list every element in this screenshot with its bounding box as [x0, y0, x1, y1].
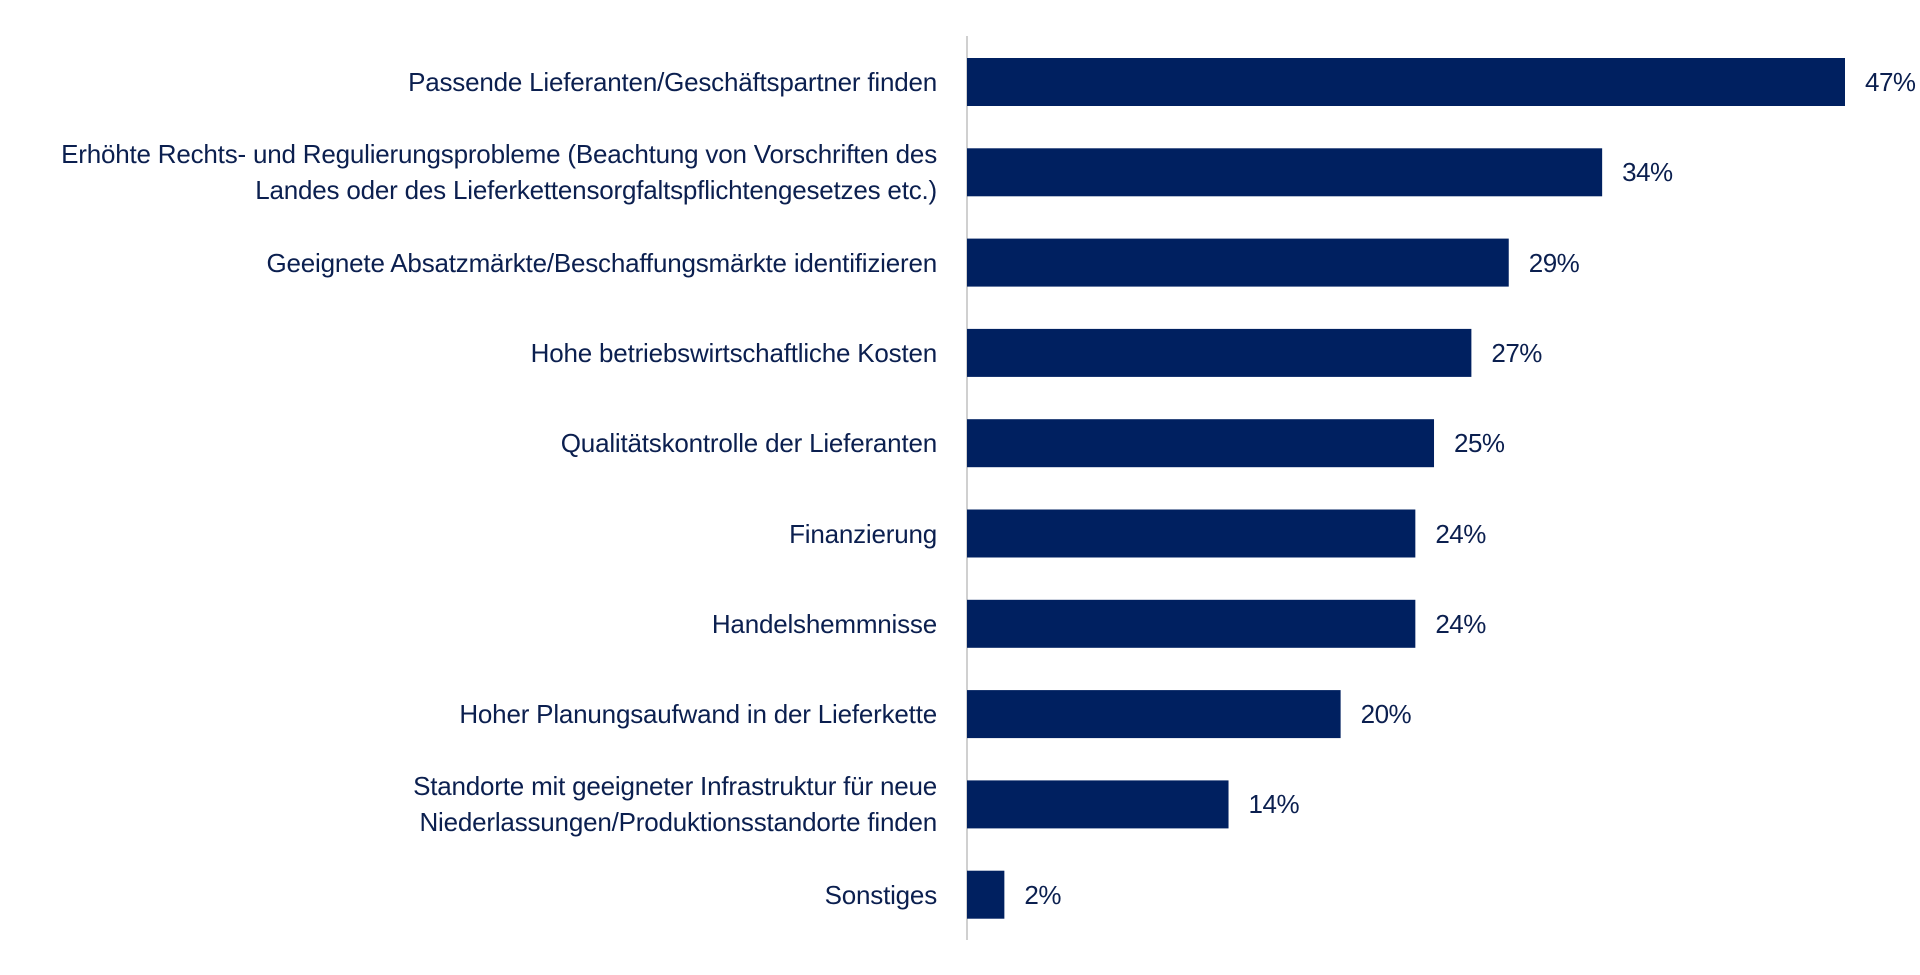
value-label-0: 47%	[1865, 67, 1916, 97]
bar-1	[967, 148, 1603, 197]
value-label-1: 34%	[1622, 157, 1673, 188]
value-label-8: 14%	[1248, 789, 1300, 820]
category-label-line: Sonstiges	[824, 879, 938, 910]
value-label-2: 29%	[1528, 247, 1580, 278]
category-label-4: Qualitätskontrolle der Lieferanten	[0, 425, 937, 461]
category-label-0: Passende Lieferanten/Geschäftspartner fi…	[0, 64, 937, 100]
category-label-line: Standorte mit geeigneter Infrastruktur f…	[413, 771, 937, 802]
bar-7	[967, 690, 1341, 739]
bar-0	[967, 58, 1845, 106]
category-label-9: Sonstiges	[0, 877, 938, 913]
value-label-3: 27%	[1491, 337, 1542, 368]
category-label-line: Finanzierung	[789, 518, 937, 549]
bar-8	[967, 780, 1229, 829]
value-label-4: 25%	[1454, 428, 1505, 459]
bar-3	[967, 328, 1472, 377]
bar-2	[967, 238, 1509, 287]
category-label-line: Niederlassungen/Produktionsstandorte fin…	[419, 807, 937, 838]
category-label-line: Landes oder des Lieferkettensorgfaltspfl…	[255, 175, 937, 206]
bar-6	[967, 599, 1416, 648]
bar-4	[967, 419, 1435, 468]
category-label-line: Hohe betriebswirtschaftliche Kosten	[530, 337, 938, 368]
category-label-2: Geeignete Absatzmärkte/Beschaffungsmärkt…	[0, 245, 938, 281]
category-label-line: Handelshemmnisse	[711, 608, 937, 639]
category-label-6: Handelshemmnisse	[0, 606, 937, 642]
value-label-7: 20%	[1360, 699, 1412, 730]
category-label-line: Qualitätskontrolle der Lieferanten	[560, 428, 937, 459]
value-label-6: 24%	[1435, 608, 1486, 639]
bar-5	[967, 509, 1416, 558]
category-label-5: Finanzierung	[0, 516, 937, 552]
category-label-line: Hoher Planungsaufwand in der Lieferkette	[459, 699, 937, 730]
category-label-7: Hoher Planungsaufwand in der Lieferkette	[0, 696, 937, 732]
category-label-line: Passende Lieferanten/Geschäftspartner fi…	[408, 67, 937, 97]
value-label-5: 24%	[1435, 518, 1486, 549]
category-label-8: Standorte mit geeigneter Infrastruktur f…	[0, 768, 937, 840]
category-label-3: Hohe betriebswirtschaftliche Kosten	[0, 335, 938, 371]
value-label-9: 2%	[1024, 879, 1061, 910]
category-label-1: Erhöhte Rechts- und Regulierungsprobleme…	[0, 136, 937, 208]
category-label-line: Erhöhte Rechts- und Regulierungsprobleme…	[61, 139, 937, 170]
category-label-line: Geeignete Absatzmärkte/Beschaffungsmärkt…	[266, 247, 938, 278]
bar-9	[967, 870, 1005, 919]
